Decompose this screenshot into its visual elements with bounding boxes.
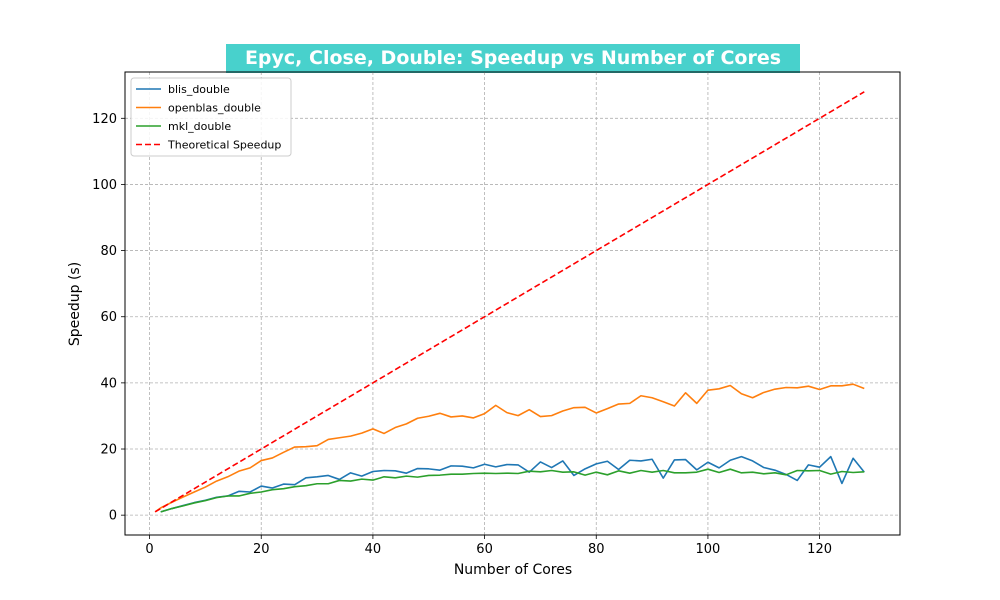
series-line-mkl-double — [160, 468, 865, 513]
y-tick-label: 0 — [109, 509, 117, 524]
chart-title-background — [226, 44, 800, 73]
chart-title-group: Epyc, Close, Double: Speedup vs Number o… — [226, 44, 800, 73]
x-tick-label: 120 — [807, 542, 832, 557]
series-layer — [154, 91, 865, 513]
legend: blis_double openblas_double mkl_double Theo… — [130, 77, 292, 157]
x-tick-label: 60 — [476, 542, 493, 557]
grid-layer — [125, 72, 900, 535]
legend-box — [130, 77, 292, 157]
x-tick-label: 40 — [365, 542, 382, 557]
x-axis-label: Number of Cores — [454, 562, 572, 578]
chart-title: Epyc, Close, Double: Speedup vs Number o… — [245, 47, 781, 69]
legend-label: blis_double — [168, 83, 230, 96]
legend-label: mkl_double — [168, 120, 231, 133]
x-tick-label: 20 — [253, 542, 270, 557]
axes-layer: 0 20 40 60 80 100 120 0 20 40 60 80 100 120 — [92, 71, 901, 557]
y-tick-label: 100 — [92, 178, 117, 193]
y-tick-label: 120 — [92, 112, 117, 127]
legend-label: Theoretical Speedup — [167, 139, 281, 152]
y-tick-label: 40 — [100, 376, 117, 391]
series-line-theoretical-speedup — [154, 91, 865, 513]
y-axis-label: Speedup (s) — [67, 262, 83, 346]
series-line-blis-double — [160, 455, 865, 513]
y-tick-label: 80 — [100, 244, 117, 259]
legend-label: openblas_double — [168, 102, 261, 115]
x-tick-label: 0 — [145, 542, 153, 557]
x-tick-label: 80 — [588, 542, 605, 557]
plot-frame — [124, 71, 901, 536]
y-tick-label: 20 — [100, 443, 117, 458]
series-line-openblas-double — [154, 383, 865, 513]
y-tick-label: 60 — [100, 310, 117, 325]
x-tick-label: 100 — [696, 542, 721, 557]
